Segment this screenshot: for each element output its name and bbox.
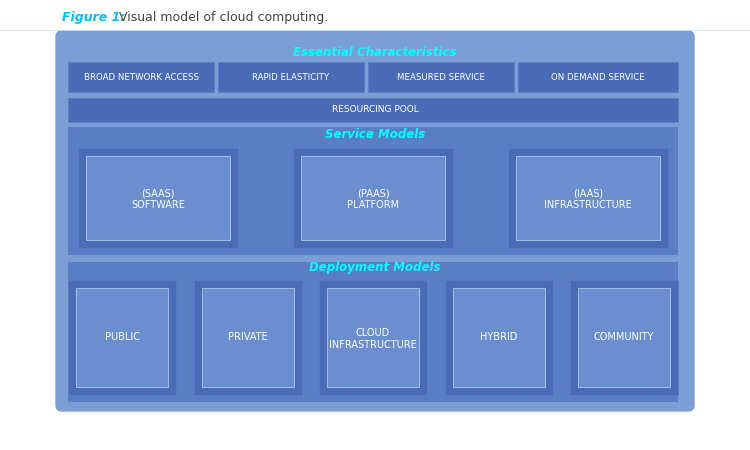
- Text: CLOUD: CLOUD: [356, 328, 390, 338]
- Text: Deployment Models: Deployment Models: [309, 261, 441, 274]
- Text: PUBLIC: PUBLIC: [104, 333, 140, 342]
- Text: RAPID ELASTICITY: RAPID ELASTICITY: [253, 72, 329, 81]
- Text: INFRASTRUCTURE: INFRASTRUCTURE: [544, 200, 632, 210]
- Bar: [508, 148, 668, 248]
- Text: INFRASTRUCTURE: INFRASTRUCTURE: [329, 339, 417, 350]
- Bar: [518, 62, 678, 92]
- Text: Essential Characteristics: Essential Characteristics: [293, 45, 457, 58]
- Bar: [570, 280, 678, 395]
- Bar: [301, 156, 445, 240]
- Bar: [445, 280, 553, 395]
- Bar: [76, 288, 168, 387]
- Bar: [68, 62, 214, 92]
- Text: PLATFORM: PLATFORM: [347, 200, 399, 210]
- Bar: [516, 156, 660, 240]
- FancyBboxPatch shape: [56, 31, 694, 411]
- Bar: [68, 280, 176, 395]
- Bar: [202, 288, 293, 387]
- Text: MEASURED SERVICE: MEASURED SERVICE: [397, 72, 485, 81]
- Bar: [452, 288, 544, 387]
- Text: RESOURCING POOL: RESOURCING POOL: [332, 105, 419, 114]
- Bar: [194, 280, 302, 395]
- Bar: [78, 148, 238, 248]
- Text: PRIVATE: PRIVATE: [228, 333, 267, 342]
- Bar: [327, 288, 419, 387]
- Bar: [68, 262, 678, 402]
- Text: (IAAS): (IAAS): [573, 188, 603, 198]
- Bar: [68, 98, 678, 122]
- Text: (SAAS): (SAAS): [141, 188, 175, 198]
- Bar: [319, 280, 427, 395]
- Bar: [68, 127, 678, 255]
- Bar: [368, 62, 514, 92]
- Text: ON DEMAND SERVICE: ON DEMAND SERVICE: [551, 72, 645, 81]
- Text: Figure 1:: Figure 1:: [62, 10, 125, 23]
- Text: COMMUNITY: COMMUNITY: [594, 333, 654, 342]
- Bar: [578, 288, 670, 387]
- Bar: [86, 156, 230, 240]
- Bar: [293, 148, 453, 248]
- Text: Service Models: Service Models: [325, 129, 425, 141]
- Text: Visual model of cloud computing.: Visual model of cloud computing.: [115, 10, 328, 23]
- Text: SOFTWARE: SOFTWARE: [131, 200, 185, 210]
- Text: HYBRID: HYBRID: [480, 333, 518, 342]
- Bar: [218, 62, 364, 92]
- Text: (PAAS): (PAAS): [357, 188, 389, 198]
- Text: BROAD NETWORK ACCESS: BROAD NETWORK ACCESS: [83, 72, 199, 81]
